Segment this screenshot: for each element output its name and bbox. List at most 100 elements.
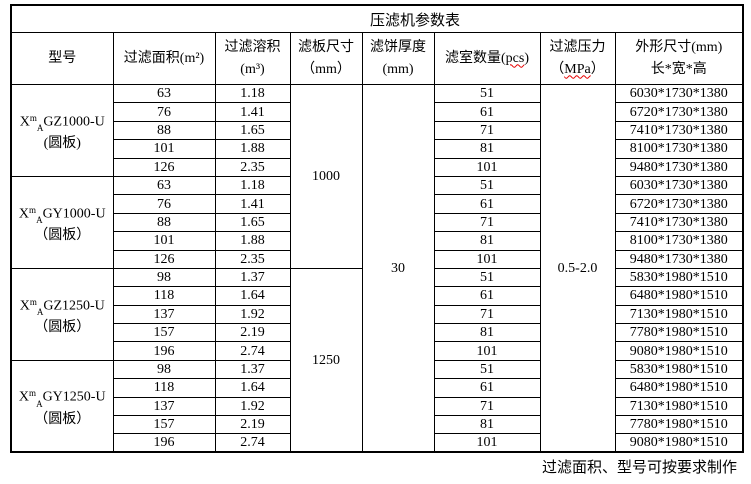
cell-model: XmAGZ1000-U (圆板) [10,84,114,177]
cell-filter-area: 63 [112,175,216,196]
cell-filter-area: 98 [112,359,216,380]
col-header-pressure: 过滤压力 （MPa） [539,32,616,85]
cell-chambers: 101 [433,157,541,177]
cell-filter-area: 196 [112,433,216,453]
cell-dimensions: 7130*1980*1510 [614,396,744,417]
model-name: XmAGY1250-U [12,384,112,410]
cell-chambers: 51 [433,359,541,380]
col-header-chambers: 滤室数量(pcs) [433,32,541,85]
cell-filter-area: 63 [112,83,216,104]
col-header-cake-thickness: 滤饼厚度 (mm) [361,32,435,85]
model-sup: m [29,296,37,307]
cell-dimensions: 9080*1980*1510 [614,433,744,453]
cell-filter-area: 118 [112,378,216,398]
col-header-cake-thickness-line1: 滤饼厚度 [370,39,426,55]
cell-dimensions: 9480*1730*1380 [614,157,744,177]
cell-filter-area: 126 [112,249,216,269]
cell-dimensions: 6480*1980*1510 [614,286,744,306]
model-name: XmAGZ1250-U [12,293,112,319]
col-header-model: 型号 [10,32,114,85]
model-sub: A [36,123,44,134]
col-header-plate-size-line2: （mm） [301,61,351,77]
model-rest: GY1250-U [42,390,106,406]
table-row: XmAGZ1000-U (圆板) 63 1.18 1000 30 51 0.5-2.0 6030… [10,83,744,453]
cell-chambers: 81 [433,139,541,159]
title-row: 压滤机参数表 [10,4,744,33]
table-row: 101 1.88 81 8100*1730*1380 [11,139,744,159]
col-header-filter-volume: 过滤溶积 (m³) [214,32,291,85]
cell-filter-area: 137 [112,396,216,417]
model-base: X [19,298,30,314]
cell-chambers: 61 [433,286,541,306]
cell-filter-volume: 1.88 [214,231,291,251]
cell-dimensions: 7780*1980*1510 [614,323,744,343]
col-header-pressure-line2-suffix: ） [590,61,605,77]
cell-chambers: 71 [433,396,541,417]
cell-chambers: 51 [433,83,541,104]
col-header-filter-volume-line1: 过滤溶积 [224,39,281,55]
cell-model: XmAGZ1250-U （圆板） [10,267,114,361]
cell-filter-volume: 2.19 [214,323,291,343]
model-rest: GZ1000-U [43,114,105,130]
model-note: （圆板） [34,411,91,427]
col-header-plate-size-line1: 滤板尺寸 [298,39,354,55]
cell-dimensions: 7130*1980*1510 [614,304,744,325]
col-header-filter-area: 过滤面积(m²) [112,32,216,85]
cell-dimensions: 5830*1980*1510 [614,267,744,288]
table-row: 101 1.88 81 8100*1730*1380 [11,231,744,251]
model-sup: m [29,112,37,123]
cell-model: XmAGY1000-U （圆板） [10,175,114,269]
cell-chambers: 71 [433,212,541,233]
cell-filter-area: 88 [112,212,216,233]
cell-filter-area: 157 [112,415,216,435]
model-name: XmAGZ1000-U [12,109,112,135]
model-rest: GZ1250-U [43,298,105,314]
cell-dimensions: 6720*1730*1380 [614,194,744,214]
model-base: X [19,114,30,130]
header-row: 型号 过滤面积(m²) 过滤溶积 (m³) 滤板尺寸 （mm） 滤饼厚度 (mm… [10,32,744,85]
model-note: （圆板） [34,228,91,244]
cell-filter-volume: 2.35 [214,249,291,269]
model-note: (圆板) [43,136,81,152]
cell-filter-area: 196 [112,341,216,361]
col-header-model-label: 型号 [48,50,77,66]
cell-filter-volume: 1.88 [214,139,291,159]
cell-filter-volume: 1.37 [214,359,291,380]
cell-filter-volume: 1.92 [214,396,291,417]
model-sup: m [29,204,37,215]
cell-dimensions: 6030*1730*1380 [614,175,744,196]
cell-filter-volume: 1.18 [214,83,291,104]
table-row: 88 1.65 71 7410*1730*1380 [11,212,744,233]
cell-filter-area: 137 [112,304,216,325]
table-row: 196 2.74 101 9080*1980*1510 [11,433,744,453]
cell-chambers: 61 [433,194,541,214]
table-row: 157 2.19 81 7780*1980*1510 [11,323,744,343]
cell-filter-area: 98 [112,267,216,288]
cell-filter-volume: 1.64 [214,286,291,306]
col-header-chambers-unit: pcs [505,50,525,66]
cell-filter-area: 88 [112,120,216,141]
model-note: （圆板） [34,320,91,336]
col-header-dimensions: 外形尺寸(mm) 长*宽*高 [614,32,744,85]
col-header-pressure-line1: 过滤压力 [549,39,606,55]
col-header-plate-size: 滤板尺寸 （mm） [289,32,363,85]
cell-chambers: 101 [433,341,541,361]
col-header-dimensions-line2: 长*宽*高 [650,61,707,77]
model-sub: A [36,215,43,226]
cell-dimensions: 9080*1980*1510 [614,341,744,361]
cell-filter-volume: 1.65 [214,120,291,141]
cell-chambers: 71 [433,304,541,325]
cell-filter-volume: 1.18 [214,175,291,196]
cell-filter-volume: 2.74 [214,341,291,361]
col-header-chambers-prefix: 滤室数量( [444,50,506,66]
cell-filter-area: 126 [112,157,216,177]
cell-filter-volume: 1.64 [214,378,291,398]
table-row: 118 1.64 61 6480*1980*1510 [11,286,744,306]
cell-chambers: 71 [433,120,541,141]
cell-chambers: 51 [433,267,541,288]
cell-filter-volume: 1.37 [214,267,291,288]
cell-filter-area: 76 [112,102,216,122]
cell-dimensions: 7780*1980*1510 [614,415,744,435]
model-rest: GY1000-U [42,206,106,222]
cell-dimensions: 8100*1730*1380 [614,231,744,251]
